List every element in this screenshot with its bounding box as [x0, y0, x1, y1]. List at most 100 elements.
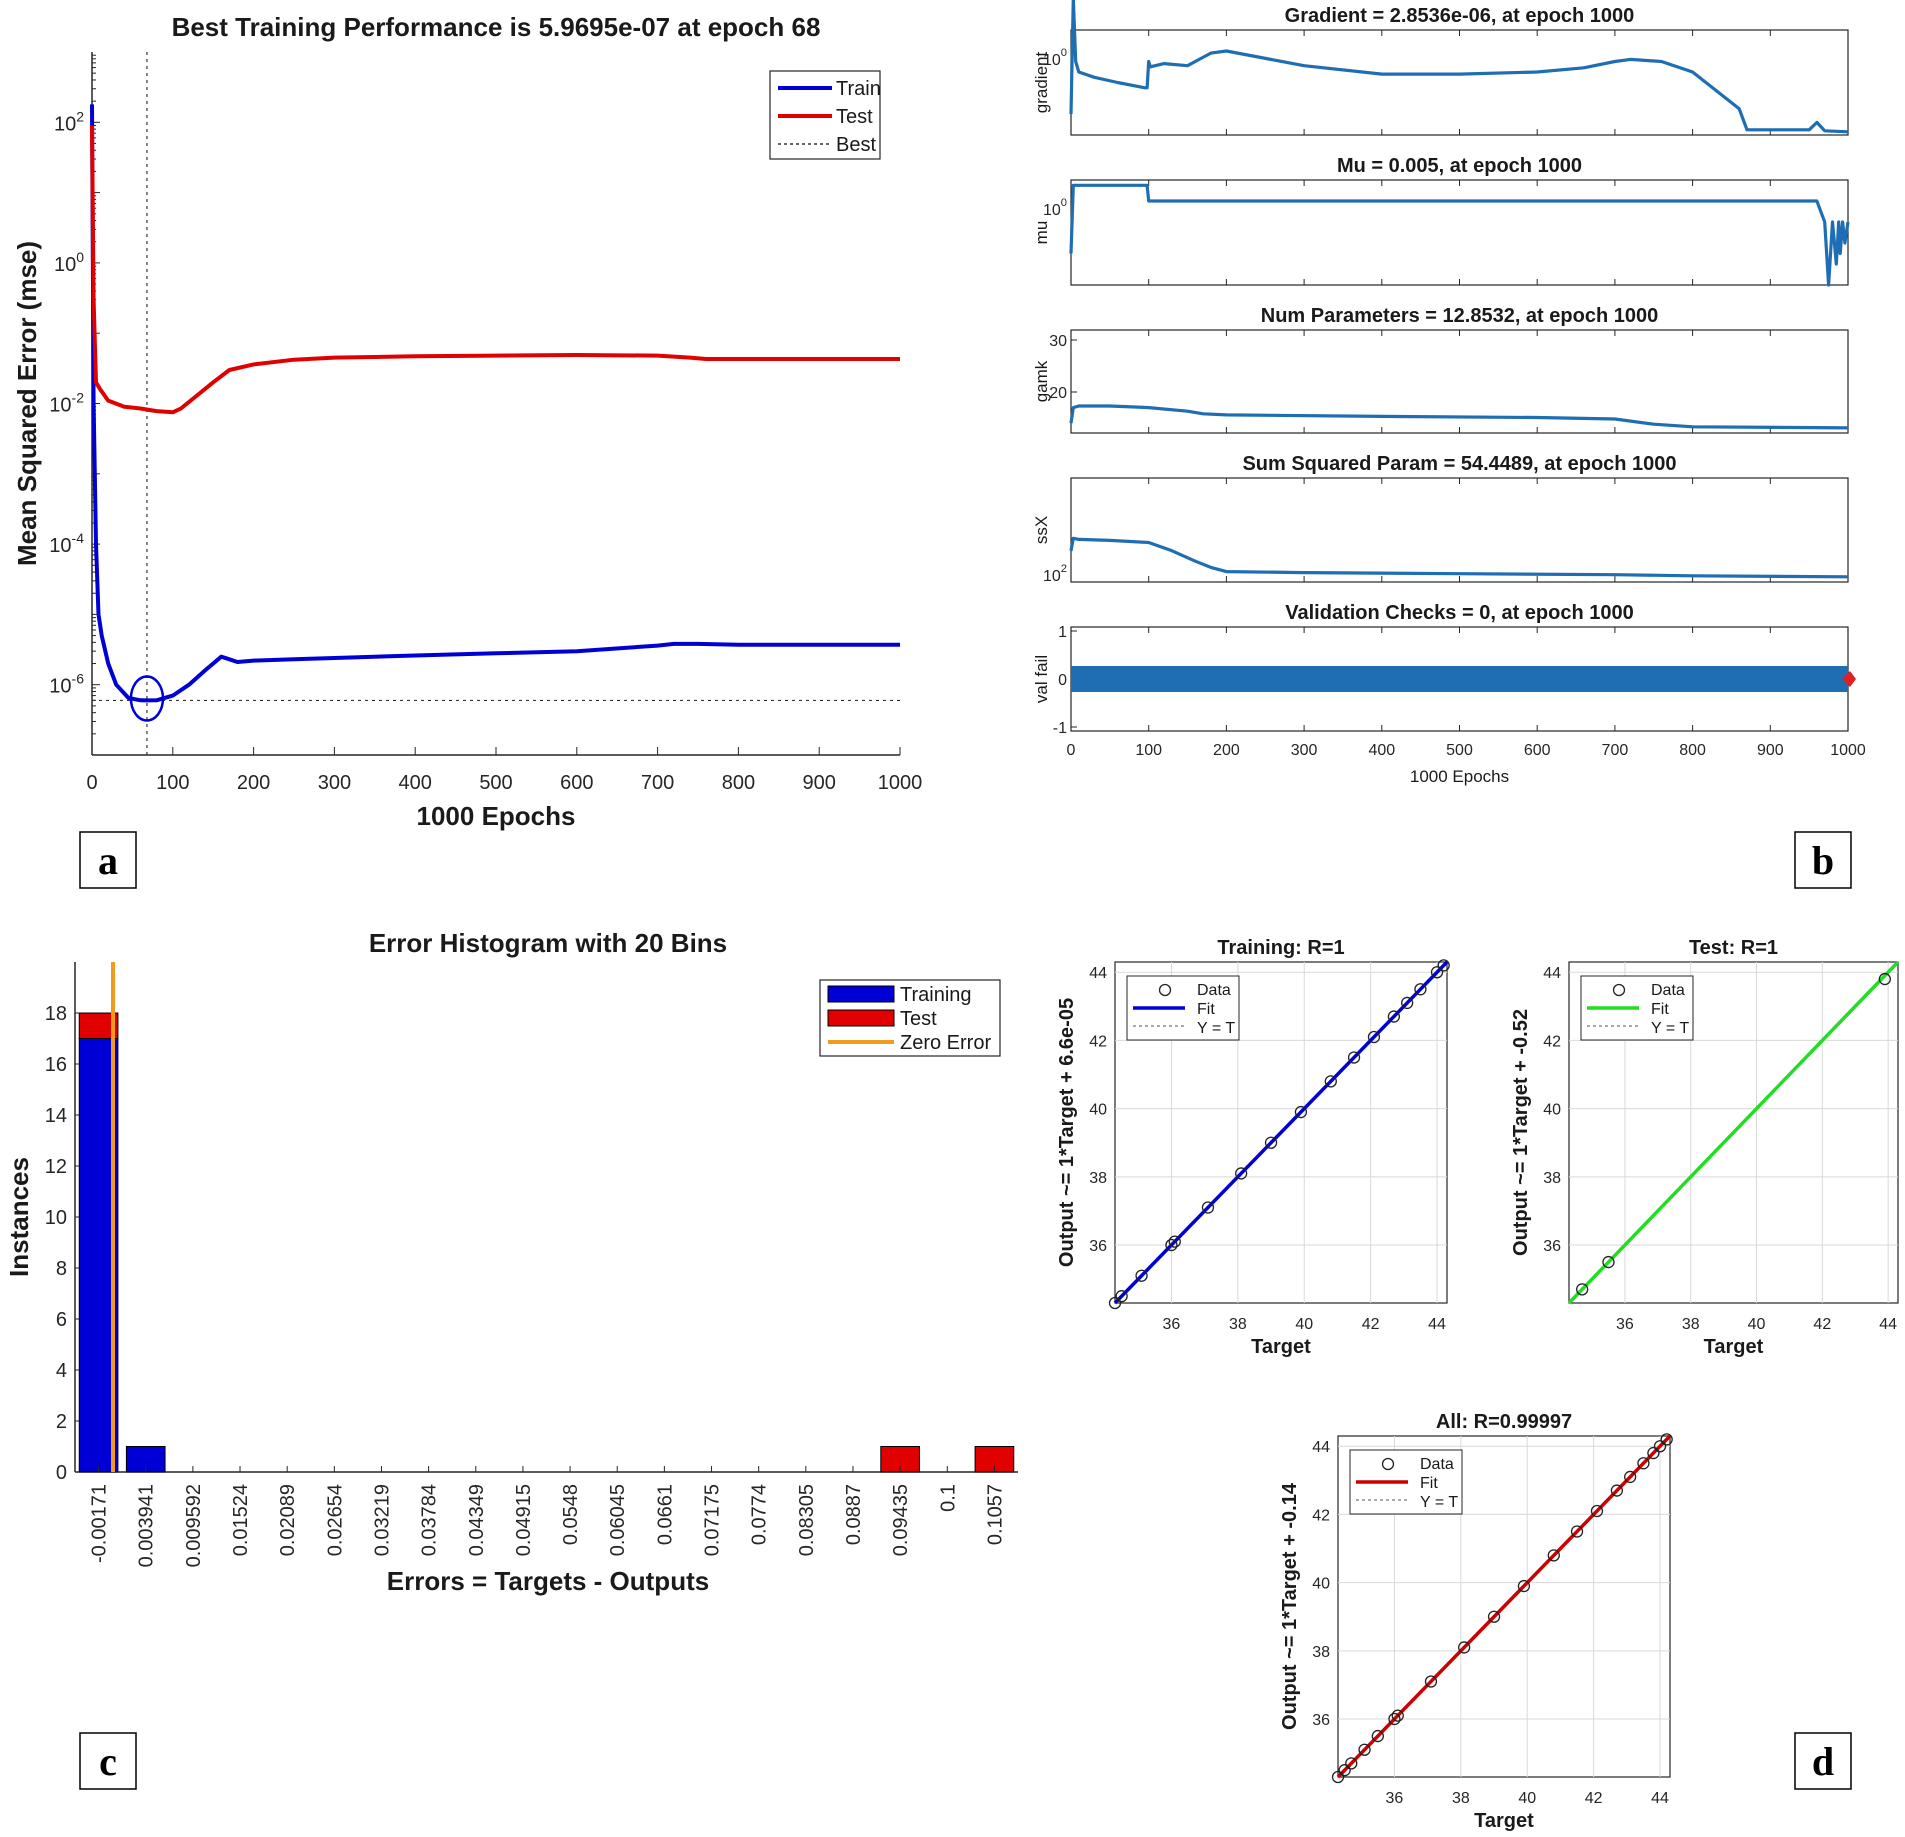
y-axis-label: Instances: [4, 1157, 34, 1277]
data-point: [1235, 1167, 1248, 1180]
data-point: [1331, 1770, 1345, 1784]
y-axis-label: Output ~= 1*Target + -0.52: [1510, 1009, 1532, 1256]
x-tick-label: 36: [1163, 1316, 1181, 1333]
y-axis-label: Mean Squared Error (mse): [12, 241, 42, 566]
best-point-marker: [129, 675, 165, 722]
y-tick-label: 42: [1543, 1033, 1561, 1050]
y-tick-label: 4: [56, 1360, 67, 1382]
x-axis-label: Target: [1704, 1336, 1764, 1358]
y-tick-label: 20: [1049, 385, 1067, 402]
data-point: [1347, 1051, 1361, 1064]
final-marker: [1842, 671, 1856, 687]
x-tick-label: 400: [399, 772, 432, 794]
x-tick-label: 300: [318, 772, 351, 794]
x-tick-label: 0.0774: [749, 1484, 771, 1545]
legend-swatch: [827, 1009, 895, 1027]
y-tick-label: 0: [56, 1462, 67, 1484]
legend-swatch: [1381, 1457, 1395, 1471]
x-tick-label: 42: [1362, 1316, 1380, 1333]
y-tick-label: 102: [1043, 563, 1067, 585]
legend-label: Data: [1197, 982, 1231, 999]
data-point: [1576, 1283, 1589, 1296]
data-point: [1358, 1743, 1371, 1756]
legend-label: Fit: [1651, 1001, 1669, 1018]
legend-swatch: [827, 985, 895, 1003]
data-point: [1517, 1579, 1531, 1593]
series-train-line: [90, 104, 900, 703]
y-tick-label: 102: [54, 108, 84, 135]
y-tick-label: 40: [1312, 1576, 1330, 1593]
x-tick-label: 38: [1229, 1316, 1247, 1333]
y-tick-label: 38: [1312, 1644, 1330, 1661]
x-axis-label: 1000 Epochs: [417, 801, 576, 831]
legend-label: Data: [1651, 982, 1685, 999]
y-tick-label: 0: [1058, 672, 1067, 689]
subplot-ssX: Sum Squared Param = 54.4489, at epoch 10…: [1032, 453, 1849, 585]
subplot-title: Num Parameters = 12.8532, at epoch 1000: [1261, 305, 1658, 327]
y-tick-label: 10-6: [49, 671, 84, 698]
legend-label: Zero Error: [900, 1032, 991, 1054]
panel-label: d: [1812, 1739, 1834, 1784]
y-tick-label: 12: [45, 1156, 67, 1178]
y-tick-label: 44: [1543, 965, 1561, 982]
y-tick-label: 44: [1089, 965, 1107, 982]
legend-label: Data: [1420, 1456, 1454, 1473]
x-tick-label: 44: [1879, 1316, 1897, 1333]
x-tick-label: 500: [479, 772, 512, 794]
legend-label: Test: [836, 106, 873, 128]
y-tick-label: 44: [1312, 1439, 1330, 1456]
subplot-val-fail: Validation Checks = 0, at epoch 1000 val …: [1032, 602, 1856, 737]
subplot-line: [1069, 536, 1849, 579]
legend: Data Fit Y = T: [1349, 1449, 1463, 1515]
x-tick-label: 38: [1682, 1316, 1700, 1333]
legend-label: Y = T: [1197, 1020, 1235, 1037]
x-tick-label: 0.0887: [843, 1484, 865, 1545]
plot-title: All: R=0.99997: [1436, 1411, 1572, 1433]
legend-label: Train: [836, 78, 881, 100]
y-tick-label: 36: [1089, 1238, 1107, 1255]
data-point: [1201, 1201, 1215, 1214]
legend-label: Fit: [1197, 1001, 1215, 1018]
x-tick-label: 900: [1757, 742, 1784, 759]
y-tick-label: 6: [56, 1309, 67, 1331]
x-tick-label: 0.09435: [890, 1484, 912, 1556]
data-point: [1264, 1136, 1278, 1149]
x-tick-label: 38: [1452, 1790, 1470, 1807]
x-tick-label: 0.07175: [702, 1484, 724, 1556]
y-tick-label: 10: [45, 1207, 67, 1229]
legend-label: Test: [900, 1008, 937, 1030]
data-point: [1437, 959, 1450, 972]
data-point: [1487, 1610, 1501, 1623]
x-tick-label: 400: [1368, 742, 1395, 759]
x-tick-label: 900: [803, 772, 836, 794]
x-tick-label: 0.03219: [371, 1484, 393, 1556]
legend: Train Test Best: [769, 70, 881, 160]
panel-b-training-state-chart: Gradient = 2.8536e-06, at epoch 1000 grad…: [1032, 0, 1866, 786]
x-tick-label: 0.04349: [466, 1484, 488, 1556]
data-point: [1647, 1446, 1660, 1460]
x-tick-label: 600: [1524, 742, 1551, 759]
subplot-line: [1069, 404, 1849, 430]
legend-label: Best: [836, 134, 876, 156]
data-point: [1878, 972, 1891, 986]
y-tick-label: 40: [1543, 1102, 1561, 1119]
chart-title: Best Training Performance is 5.9695e-07 …: [172, 12, 821, 42]
subplot-gradient: Gradient = 2.8536e-06, at epoch 1000 grad…: [1032, 0, 1849, 136]
x-tick-label: 44: [1428, 1316, 1446, 1333]
x-tick-label: 36: [1616, 1316, 1634, 1333]
x-axis-label: Target: [1474, 1810, 1534, 1832]
x-tick-label: 42: [1813, 1316, 1831, 1333]
data-point: [1424, 1675, 1438, 1688]
data-point: [1602, 1255, 1615, 1269]
panel-label-box: [79, 1732, 137, 1790]
x-tick-label: 0: [1067, 742, 1076, 759]
x-axis-label: Target: [1251, 1336, 1311, 1358]
val-fail-band: [1071, 666, 1848, 692]
plot-title: Test: R=1: [1689, 937, 1778, 959]
subplot-ylabel: val fail: [1032, 655, 1051, 703]
data-point: [1338, 1764, 1351, 1777]
y-tick-label: 40: [1089, 1102, 1107, 1119]
y-tick-label: -1: [1053, 720, 1067, 737]
x-tick-label: 0.02654: [324, 1484, 346, 1556]
